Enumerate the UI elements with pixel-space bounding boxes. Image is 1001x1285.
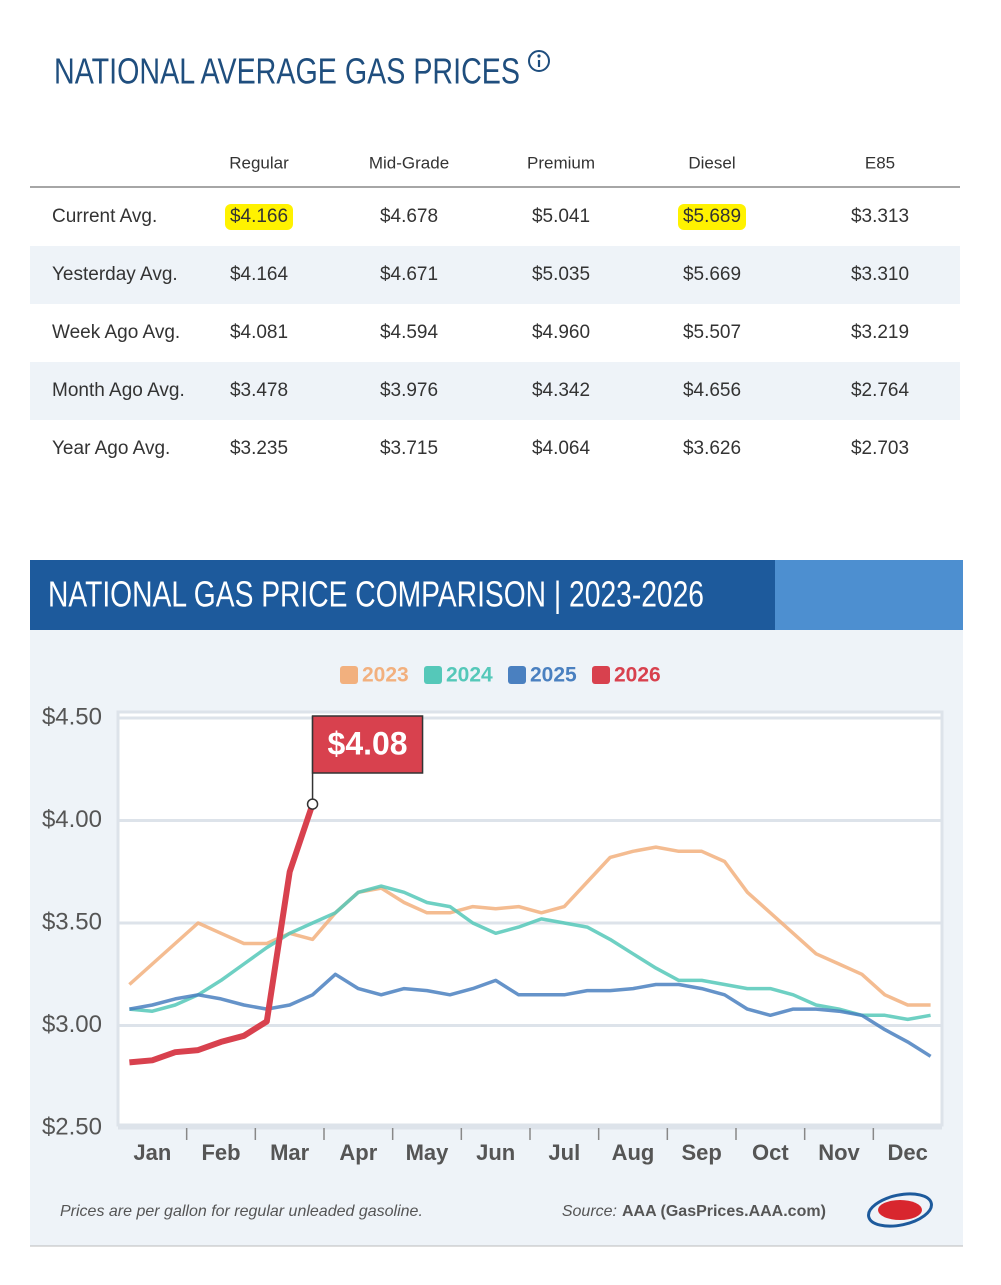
x-tick-label: Aug — [612, 1140, 655, 1165]
x-tick-label: May — [406, 1140, 450, 1165]
x-tick-label: Jan — [133, 1140, 171, 1165]
x-tick-label: Feb — [201, 1140, 240, 1165]
table-cell: $3.235 — [230, 438, 288, 459]
x-tick-label: Sep — [681, 1140, 721, 1165]
legend-label: 2023 — [362, 664, 409, 687]
price-table: Regular Mid-Grade Premium Diesel E85 Current … — [30, 153, 960, 459]
table-cell: $3.715 — [380, 438, 438, 459]
table-cell: $2.703 — [851, 438, 909, 459]
y-tick-label: $3.50 — [42, 908, 102, 935]
highlight — [678, 204, 746, 230]
table-cell: $4.678 — [380, 206, 438, 227]
table-cell: $4.342 — [532, 380, 590, 401]
end-point — [306, 798, 319, 810]
table-cell: $3.478 — [230, 380, 288, 401]
series-line — [129, 884, 931, 1022]
table-cell: $3.976 — [380, 380, 438, 401]
table-cell: $4.594 — [380, 322, 439, 343]
chart-title: NATIONAL GAS PRICE COMPARISON | 2023-202… — [48, 574, 704, 615]
source-label: Source: — [562, 1203, 617, 1220]
chart: $2.50 $3.00 $3.50 $4.00 $4.50 Jan Feb Mar Apr May… — [42, 664, 942, 1165]
x-tick-label: Mar — [270, 1140, 310, 1165]
row-stripe — [30, 362, 960, 420]
column-header: Mid-Grade — [369, 153, 449, 172]
table-cell: $3.313 — [851, 206, 909, 227]
plot-area — [116, 710, 944, 1127]
table-cell: $5.669 — [683, 264, 741, 285]
column-header: Regular — [229, 153, 289, 172]
y-tick-label: $4.00 — [42, 806, 102, 833]
series-line — [129, 803, 316, 1066]
series-line — [129, 972, 932, 1058]
legend-swatch — [508, 666, 526, 684]
row-stripe — [30, 246, 960, 304]
row-label: Month Ago Avg. — [52, 380, 185, 401]
row-label: Year Ago Avg. — [52, 438, 170, 459]
table-cell: $4.960 — [532, 322, 590, 343]
column-header: E85 — [865, 153, 895, 172]
table-cell: $5.689 — [683, 206, 741, 227]
table-cell: $5.041 — [532, 206, 590, 227]
y-tick-label: $4.50 — [42, 703, 102, 730]
legend-swatch — [592, 666, 610, 684]
table-cell: $4.656 — [683, 380, 741, 401]
chart-header-accent — [775, 560, 963, 630]
highlight — [225, 204, 293, 230]
table-cell: $4.166 — [230, 206, 288, 227]
chart-note: Prices are per gallon for regular unlead… — [60, 1203, 423, 1220]
table-cell: $5.035 — [532, 264, 590, 285]
source-text: AAA (GasPrices.AAA.com) — [622, 1203, 826, 1220]
row-label: Yesterday Avg. — [52, 264, 178, 285]
legend-swatch — [340, 666, 358, 684]
y-tick-label: $2.50 — [42, 1113, 102, 1140]
x-tick-label: Oct — [752, 1140, 789, 1165]
x-tick-label: Dec — [887, 1140, 927, 1165]
x-tick-label: Jul — [548, 1140, 580, 1165]
table-cell: $5.507 — [683, 322, 741, 343]
legend-label: 2024 — [446, 664, 493, 687]
value-label: $4.08 — [328, 725, 408, 761]
row-label: Week Ago Avg. — [52, 322, 180, 343]
legend-swatch — [424, 666, 442, 684]
table-cell: $4.064 — [532, 438, 591, 459]
aaa-logo — [867, 1192, 933, 1228]
label-box — [311, 715, 424, 774]
legend-label: 2025 — [530, 664, 577, 687]
info-icon[interactable] — [528, 50, 550, 72]
page-title: NATIONAL AVERAGE GAS PRICES — [54, 51, 520, 92]
x-tick-label: Apr — [339, 1140, 377, 1165]
legend-label: 2026 — [614, 664, 661, 687]
y-tick-label: $3.00 — [42, 1011, 102, 1038]
table-cell: $3.310 — [851, 264, 909, 285]
column-header: Premium — [527, 153, 595, 172]
table-cell: $2.764 — [851, 380, 910, 401]
table-cell: $4.671 — [380, 264, 438, 285]
series-line — [128, 845, 931, 1007]
row-label: Current Avg. — [52, 206, 157, 227]
x-tick-label: Nov — [818, 1140, 860, 1165]
table-cell: $3.219 — [851, 322, 909, 343]
table-cell: $3.626 — [683, 438, 741, 459]
column-header: Diesel — [688, 153, 735, 172]
table-cell: $4.164 — [230, 264, 289, 285]
x-tick-label: Jun — [476, 1140, 515, 1165]
table-cell: $4.081 — [230, 322, 288, 343]
